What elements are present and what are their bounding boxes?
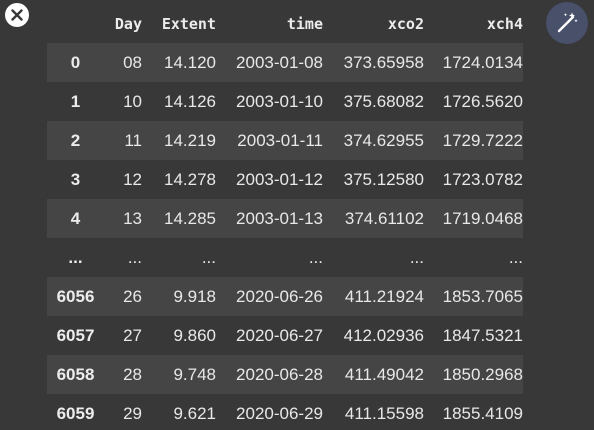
cell-xco2: 412.02936 — [343, 325, 424, 345]
cell-time: 2003-01-08 — [236, 52, 323, 72]
cell-extent: 14.219 — [164, 130, 216, 150]
table-row: 0 08 14.120 2003-01-08 373.65958 1724.01… — [47, 43, 523, 82]
row-index: 4 — [70, 208, 81, 228]
cell-xch4: 1726.5620 — [442, 91, 523, 111]
table-row: 2 11 14.219 2003-01-11 374.62955 1729.72… — [47, 121, 523, 160]
cell-xch4: 1847.5321 — [442, 325, 523, 345]
cell-extent: 14.126 — [164, 91, 216, 111]
row-index: 0 — [70, 52, 81, 72]
cell-day: 27 — [123, 325, 142, 345]
cell-day: 29 — [123, 403, 142, 423]
header-row: Day Extent time xco2 xch4 — [47, 4, 523, 43]
cell-xco2: 374.61102 — [344, 208, 424, 228]
cell-time: 2020-06-29 — [236, 403, 323, 423]
column-header-xco2: xco2 — [387, 14, 424, 33]
row-index: 3 — [70, 169, 81, 189]
table-row: 6059 29 9.621 2020-06-29 411.15598 1855.… — [47, 394, 523, 430]
cell-extent: 14.278 — [164, 169, 216, 189]
cell-xch4: 1855.4109 — [442, 403, 523, 423]
cell-time: 2020-06-27 — [236, 325, 323, 345]
row-index: 6058 — [56, 364, 95, 384]
row-index: 6057 — [56, 325, 95, 345]
cell-day: 08 — [123, 52, 142, 72]
row-index: 6056 — [56, 286, 95, 306]
cell-extent: 14.120 — [164, 52, 216, 72]
ellipsis-row: ... ... ... ... ... ... — [47, 238, 523, 277]
cell-time: 2003-01-12 — [236, 169, 323, 189]
cell-xch4: 1719.0468 — [442, 208, 523, 228]
magic-wand-icon — [557, 12, 578, 33]
table-row: 3 12 14.278 2003-01-12 375.12580 1723.07… — [47, 160, 523, 199]
cell-xco2: ... — [409, 247, 424, 267]
cell-day: ... — [127, 247, 142, 267]
magic-wand-button[interactable] — [546, 2, 588, 44]
cell-day: 10 — [123, 91, 142, 111]
cell-xch4: ... — [508, 247, 523, 267]
index-column-header — [47, 4, 104, 43]
table-header: Day Extent time xco2 xch4 — [47, 4, 523, 43]
cell-day: 28 — [123, 364, 142, 384]
table-body: 0 08 14.120 2003-01-08 373.65958 1724.01… — [47, 43, 523, 430]
cell-xco2: 374.62955 — [343, 130, 424, 150]
dataframe-table: Day Extent time xco2 xch4 0 08 14.120 20… — [47, 4, 523, 430]
column-header-day: Day — [114, 14, 142, 33]
column-header-time: time — [286, 14, 323, 33]
row-index: ... — [68, 247, 83, 267]
table-row: 4 13 14.285 2003-01-13 374.61102 1719.04… — [47, 199, 523, 238]
row-index: 6059 — [56, 403, 95, 423]
cell-extent: 9.748 — [173, 364, 216, 384]
cell-xco2: 373.65958 — [343, 52, 424, 72]
cell-time: 2020-06-28 — [236, 364, 323, 384]
cell-extent: 9.860 — [173, 325, 216, 345]
table-row: 6058 28 9.748 2020-06-28 411.49042 1850.… — [47, 355, 523, 394]
cell-xch4: 1724.0134 — [442, 52, 523, 72]
table-row: 6057 27 9.860 2020-06-27 412.02936 1847.… — [47, 316, 523, 355]
table-row: 1 10 14.126 2003-01-10 375.68082 1726.56… — [47, 82, 523, 121]
cell-time: 2003-01-13 — [236, 208, 323, 228]
cell-day: 26 — [123, 286, 142, 306]
cell-day: 11 — [124, 130, 142, 150]
cell-xch4: 1729.7222 — [442, 130, 523, 150]
cell-day: 13 — [123, 208, 142, 228]
cell-time: 2003-01-11 — [237, 130, 323, 150]
cell-xco2: 411.49042 — [344, 364, 424, 384]
table-row: 6056 26 9.918 2020-06-26 411.21924 1853.… — [47, 277, 523, 316]
cell-xch4: 1723.0782 — [442, 169, 523, 189]
close-icon — [11, 9, 23, 21]
cell-time: 2020-06-26 — [236, 286, 323, 306]
cell-xco2: 375.68082 — [343, 91, 424, 111]
cell-xco2: 375.12580 — [343, 169, 424, 189]
cell-xch4: 1850.2968 — [442, 364, 523, 384]
column-header-extent: Extent — [161, 14, 216, 33]
row-index: 1 — [70, 91, 81, 111]
cell-time: ... — [308, 247, 323, 267]
cell-extent: 9.621 — [173, 403, 216, 423]
cell-day: 12 — [123, 169, 142, 189]
cell-extent: 14.285 — [164, 208, 216, 228]
cell-extent: 9.918 — [173, 286, 216, 306]
cell-time: 2003-01-10 — [236, 91, 323, 111]
cell-xco2: 411.21924 — [344, 286, 424, 306]
column-header-xch4: xch4 — [486, 14, 523, 33]
row-index: 2 — [70, 130, 81, 150]
cell-xch4: 1853.7065 — [442, 286, 523, 306]
close-button[interactable] — [5, 3, 29, 27]
cell-extent: ... — [201, 247, 216, 267]
cell-xco2: 411.15598 — [344, 403, 424, 423]
